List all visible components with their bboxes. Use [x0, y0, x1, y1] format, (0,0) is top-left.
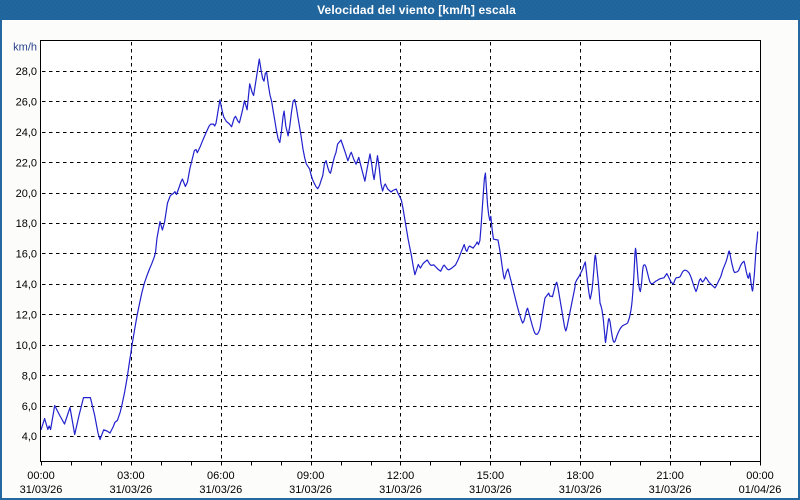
svg-text:31/03/26: 31/03/26	[379, 484, 422, 496]
svg-text:31/03/26: 31/03/26	[20, 484, 63, 496]
svg-text:06:00: 06:00	[207, 470, 235, 482]
svg-text:24,0: 24,0	[16, 127, 37, 139]
svg-text:01/04/26: 01/04/26	[739, 484, 782, 496]
svg-text:15:00: 15:00	[477, 470, 505, 482]
svg-text:00:00: 00:00	[27, 470, 55, 482]
svg-text:20,0: 20,0	[16, 188, 37, 200]
svg-text:22,0: 22,0	[16, 157, 37, 169]
svg-text:12:00: 12:00	[387, 470, 415, 482]
svg-text:18,0: 18,0	[16, 218, 37, 230]
svg-text:12,0: 12,0	[16, 310, 37, 322]
svg-text:km/h: km/h	[13, 42, 37, 54]
svg-text:31/03/26: 31/03/26	[199, 484, 242, 496]
svg-text:26,0: 26,0	[16, 97, 37, 109]
svg-text:00:00: 00:00	[746, 470, 774, 482]
svg-text:4,0: 4,0	[22, 431, 37, 443]
svg-text:18:00: 18:00	[566, 470, 594, 482]
svg-text:8,0: 8,0	[22, 370, 37, 382]
svg-text:28,0: 28,0	[16, 66, 37, 78]
svg-text:16,0: 16,0	[16, 249, 37, 261]
svg-text:31/03/26: 31/03/26	[469, 484, 512, 496]
svg-text:21:00: 21:00	[656, 470, 684, 482]
svg-text:10,0: 10,0	[16, 340, 37, 352]
svg-text:03:00: 03:00	[117, 470, 145, 482]
svg-text:31/03/26: 31/03/26	[109, 484, 152, 496]
svg-text:09:00: 09:00	[297, 470, 325, 482]
svg-text:31/03/26: 31/03/26	[289, 484, 332, 496]
svg-text:6,0: 6,0	[22, 401, 37, 413]
svg-text:31/03/26: 31/03/26	[559, 484, 602, 496]
svg-text:14,0: 14,0	[16, 279, 37, 291]
svg-text:31/03/26: 31/03/26	[649, 484, 692, 496]
